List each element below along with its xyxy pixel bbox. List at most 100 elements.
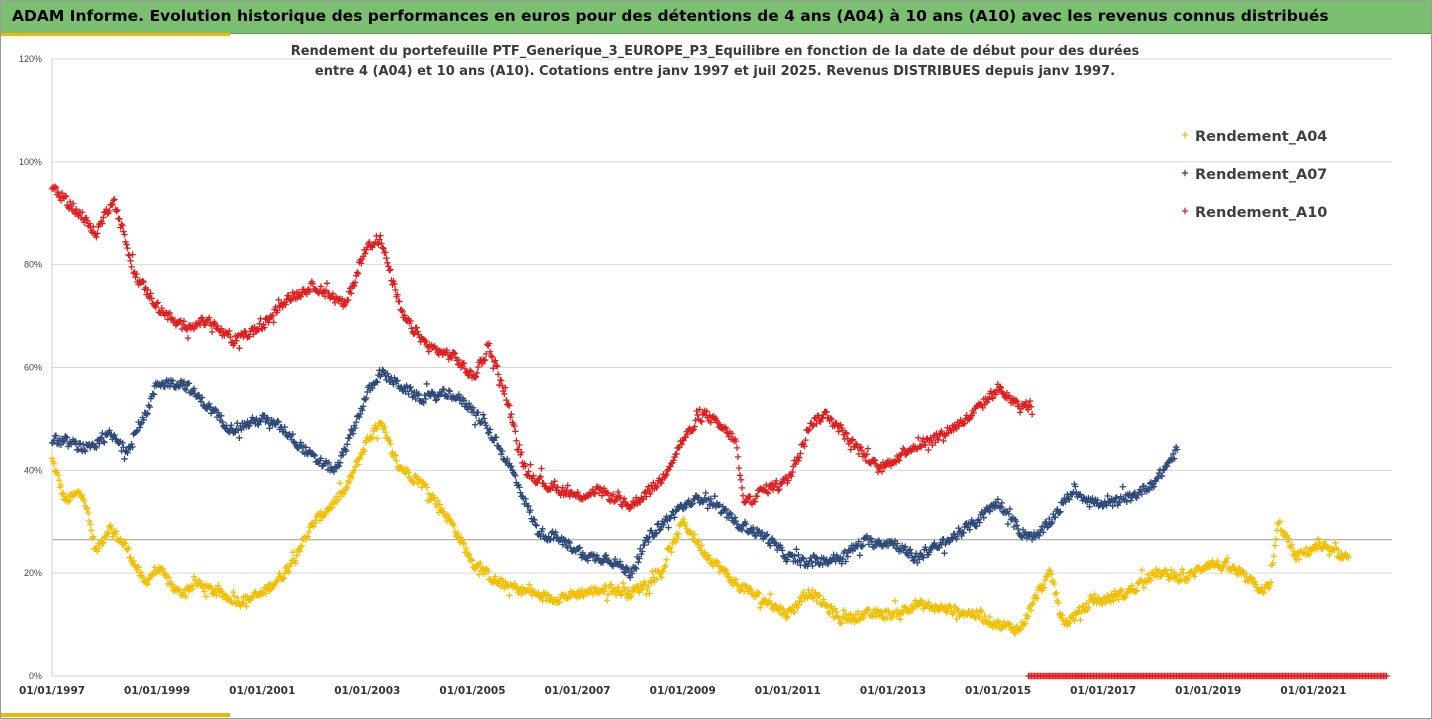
data-point [55, 477, 63, 484]
data-point [462, 400, 470, 408]
data-point [694, 540, 701, 548]
data-point [305, 528, 313, 536]
data-point [888, 614, 896, 622]
data-point [880, 464, 888, 471]
data-point [960, 529, 967, 537]
data-point [323, 280, 331, 287]
data-point [976, 519, 983, 526]
data-point [1277, 526, 1285, 534]
data-point [228, 422, 235, 429]
data-point [391, 280, 398, 288]
data-point [468, 557, 476, 564]
data-point [1049, 518, 1056, 526]
data-point [172, 384, 180, 392]
data-point [1028, 411, 1036, 418]
data-point [878, 468, 886, 475]
data-point [94, 230, 101, 237]
data-point [50, 460, 58, 467]
data-point [254, 326, 261, 333]
data-point [244, 418, 251, 425]
data-point [736, 472, 744, 479]
data-point [500, 387, 507, 395]
data-point [732, 576, 740, 583]
data-point [154, 299, 161, 306]
data-point [111, 431, 118, 439]
data-point [496, 444, 503, 452]
data-point [255, 421, 262, 428]
data-point [422, 395, 429, 403]
data-point [953, 535, 960, 543]
data-point [241, 600, 248, 607]
data-point [703, 408, 710, 415]
data-point [641, 541, 648, 549]
data-point [526, 581, 533, 588]
data-point [527, 461, 534, 468]
data-point [369, 433, 376, 441]
data-point [387, 266, 394, 273]
data-point [1258, 584, 1265, 591]
data-point [399, 308, 406, 315]
data-point [415, 390, 422, 398]
data-point [1023, 535, 1031, 542]
data-point [595, 489, 603, 497]
data-point [501, 390, 508, 398]
data-point [493, 362, 500, 369]
data-point [356, 413, 363, 421]
data-point [919, 553, 926, 560]
data-point [739, 492, 747, 499]
data-point [113, 528, 120, 535]
data-point [93, 234, 100, 241]
data-point [835, 428, 842, 435]
data-point [380, 245, 387, 252]
data-point [465, 400, 473, 407]
data-point [285, 568, 292, 576]
data-point [1267, 579, 1275, 586]
data-point [827, 414, 834, 422]
data-point [476, 559, 484, 567]
data-point [359, 407, 366, 414]
data-point [813, 420, 820, 427]
data-point [329, 290, 337, 298]
data-point [1028, 601, 1036, 608]
data-point [890, 541, 898, 549]
data-point [716, 421, 724, 428]
data-point [810, 594, 817, 602]
legend-label: Rendement_A04 [1195, 129, 1327, 145]
data-point [558, 488, 565, 495]
data-point [100, 539, 107, 547]
data-point [658, 479, 665, 487]
data-point [671, 453, 678, 461]
data-point [792, 460, 799, 468]
data-point [512, 472, 519, 480]
data-point [1115, 596, 1122, 603]
data-point [689, 500, 696, 507]
data-point [383, 254, 390, 262]
data-point [856, 552, 864, 559]
data-point [133, 270, 140, 278]
data-point [614, 488, 622, 496]
data-point [445, 387, 453, 394]
data-point [102, 533, 109, 540]
data-point [405, 390, 412, 398]
data-point [205, 400, 213, 408]
data-point [667, 544, 674, 551]
data-point [62, 193, 70, 200]
data-point [71, 437, 79, 445]
data-point [298, 542, 306, 550]
data-point [64, 203, 72, 211]
data-point [1107, 598, 1114, 606]
data-point [780, 605, 787, 613]
data-point [90, 533, 97, 541]
data-point [1218, 567, 1225, 574]
data-point [422, 337, 429, 345]
data-point [604, 591, 612, 598]
data-point [451, 528, 459, 536]
data-point [462, 545, 470, 552]
data-point [87, 521, 94, 528]
data-point [1249, 575, 1256, 582]
data-point [1138, 566, 1146, 574]
data-point [135, 563, 142, 571]
data-point [916, 556, 923, 563]
data-point [357, 454, 364, 461]
data-point [960, 420, 967, 428]
